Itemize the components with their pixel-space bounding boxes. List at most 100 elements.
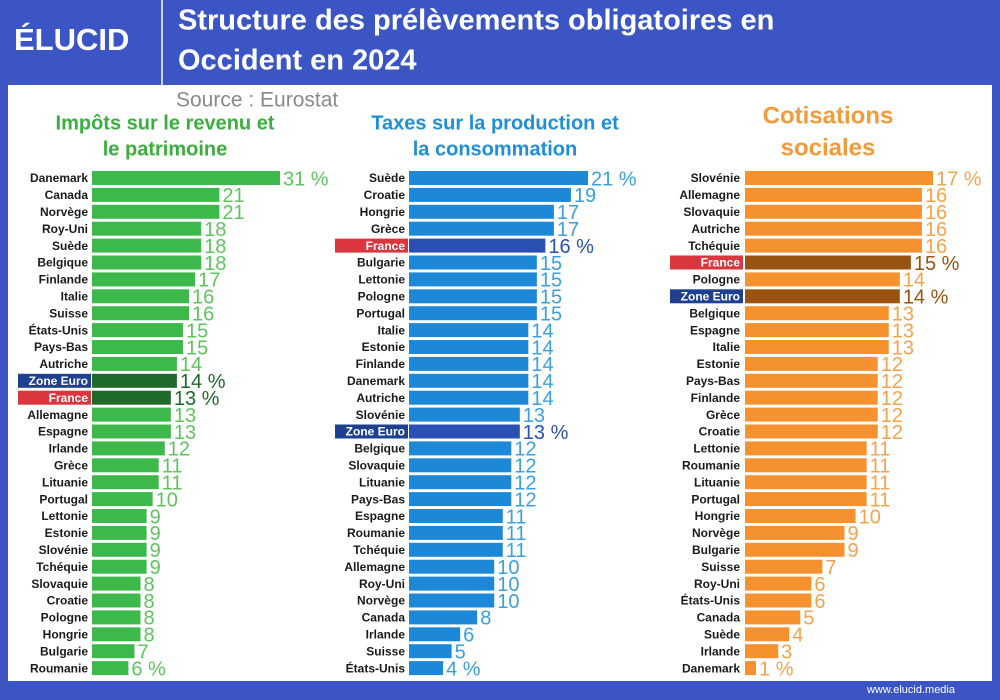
bar: [745, 390, 878, 405]
category-label: Grèce: [371, 222, 405, 236]
value-label: 9: [150, 506, 161, 528]
bar: [409, 441, 512, 456]
bar: [409, 509, 503, 523]
value-label: 13: [892, 337, 914, 359]
bar: [745, 610, 801, 625]
bar: [92, 289, 190, 304]
category-label: États-Unis: [29, 322, 89, 337]
bar: [409, 610, 478, 625]
bar: [745, 644, 779, 659]
category-label: Bulgarie: [692, 543, 740, 557]
bar: [409, 221, 554, 236]
category-label: Norvège: [40, 205, 88, 219]
value-label: 18: [204, 219, 226, 241]
value-label: 17: [557, 202, 579, 224]
bar: [745, 576, 812, 591]
category-label: Norvège: [692, 526, 740, 540]
category-label: Suisse: [366, 644, 405, 658]
bar: [745, 492, 867, 507]
category-label: Suède: [704, 627, 740, 641]
value-label: 14: [180, 354, 202, 376]
bar: [745, 171, 933, 185]
value-label: 10: [497, 574, 519, 596]
bar: [409, 238, 546, 253]
bar: [409, 255, 537, 270]
bar: [745, 458, 867, 473]
category-label: Suède: [369, 171, 405, 185]
value-label: 7: [825, 557, 836, 579]
category-label: Espagne: [690, 323, 740, 337]
bar: [745, 238, 922, 253]
value-label: 11: [162, 472, 183, 494]
category-label: Canada: [362, 611, 406, 625]
value-label: 12: [514, 489, 536, 511]
panel-title: Impôts sur le revenu et: [56, 112, 275, 134]
value-label: 9: [150, 523, 161, 545]
category-label: Belgique: [689, 306, 740, 320]
title-line: Occident en 2024: [178, 45, 417, 77]
category-tag: [18, 373, 91, 388]
value-label: 15: [186, 320, 208, 342]
category-label: Belgique: [37, 256, 88, 270]
bar: [745, 542, 845, 557]
bar: [745, 272, 900, 287]
bar: [409, 627, 461, 642]
category-label: Italie: [61, 289, 89, 303]
bar: [745, 627, 790, 642]
value-label: 15: [540, 253, 562, 275]
value-label: 17 %: [936, 168, 982, 190]
category-label: Pologne: [693, 273, 741, 287]
bar: [409, 525, 503, 540]
category-label: Lettonie: [41, 509, 88, 523]
bar: [92, 272, 196, 287]
bar: [92, 323, 183, 338]
value-label: 1 %: [759, 658, 794, 680]
value-label: 9: [150, 540, 161, 562]
value-label: 6: [463, 625, 474, 647]
bar: [745, 475, 867, 490]
value-label: 8: [144, 574, 155, 596]
category-label: Roumanie: [30, 661, 88, 675]
bar: [745, 373, 878, 388]
bar: [409, 340, 529, 354]
category-label: Canada: [697, 611, 741, 625]
bar: [409, 424, 520, 439]
bar: [745, 306, 889, 321]
bar: [92, 492, 153, 507]
category-label: Pays-Bas: [351, 492, 405, 506]
category-label: Hongrie: [43, 627, 89, 641]
category-label: Autriche: [691, 222, 740, 236]
bar: [745, 559, 823, 574]
category-label: Slovénie: [39, 543, 89, 557]
value-label: 13 %: [174, 388, 220, 410]
category-label: Lituanie: [359, 475, 405, 489]
footer: www.elucid.media: [866, 684, 956, 696]
value-label: 9: [848, 540, 859, 562]
category-label: Portugal: [691, 492, 740, 506]
value-label: 11: [870, 439, 891, 461]
value-label: 7: [137, 641, 148, 663]
category-label: Slovénie: [691, 171, 741, 185]
value-label: 11: [506, 506, 527, 528]
bar: [745, 441, 867, 456]
value-label: 11: [870, 489, 891, 511]
value-label: 8: [144, 625, 155, 647]
value-label: 11: [506, 523, 527, 545]
value-label: 15: [186, 337, 208, 359]
bar: [92, 458, 159, 473]
value-label: 5: [455, 641, 466, 663]
panel-title: sociales: [781, 134, 876, 161]
bar: [92, 576, 141, 591]
category-label: Estonie: [362, 340, 406, 354]
category-tag: [18, 390, 91, 405]
value-label: 18: [204, 236, 226, 258]
value-label: 13: [174, 422, 196, 444]
category-label: Zone Euro: [681, 289, 740, 303]
bar: [92, 306, 190, 321]
category-label: Finlande: [39, 273, 89, 287]
value-label: 13: [892, 303, 914, 325]
category-label: Finlande: [691, 391, 741, 405]
value-label: 11: [506, 540, 527, 562]
bar: [409, 289, 537, 304]
value-label: 14: [531, 371, 553, 393]
